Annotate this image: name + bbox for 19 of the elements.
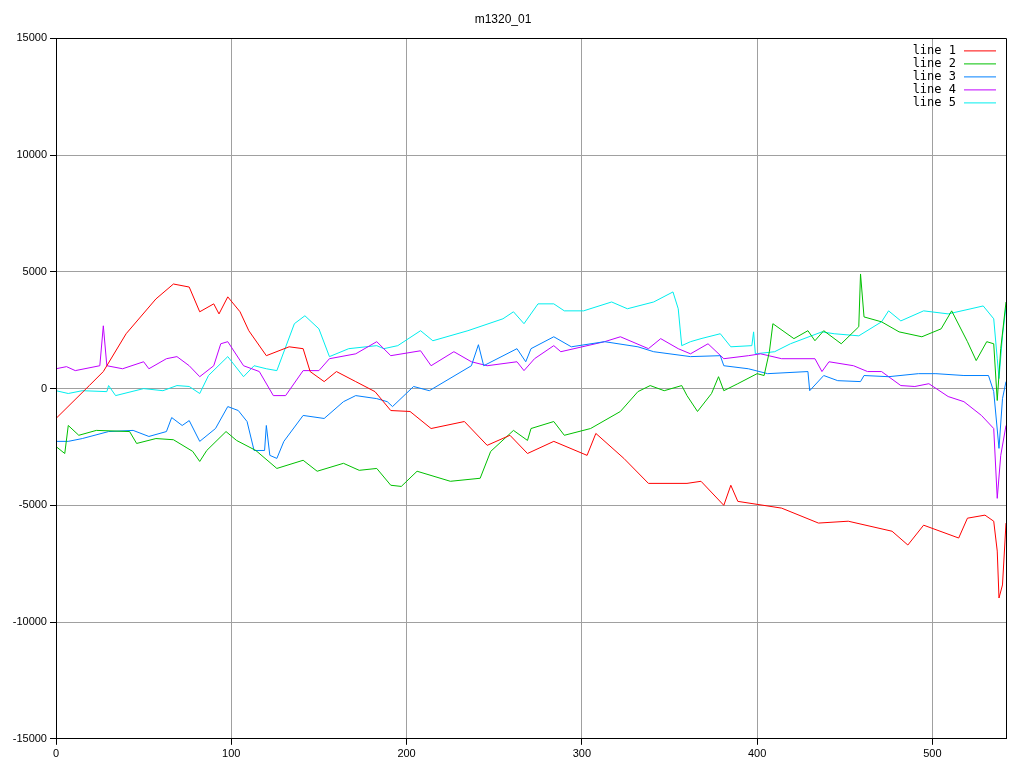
y-tick-label: -5000	[18, 498, 47, 511]
y-tick-label: 15000	[16, 31, 47, 44]
legend-label: line 5	[912, 94, 956, 109]
legend-label: line 3	[912, 68, 956, 83]
legend-label: line 2	[912, 55, 956, 70]
x-tick-label: 400	[747, 747, 767, 760]
chart-title: m1320_01	[474, 11, 532, 26]
y-tick-label: 10000	[16, 148, 47, 161]
x-tick-label: 500	[923, 747, 942, 760]
y-tick-label: 0	[40, 381, 47, 394]
x-tick-label: 100	[222, 747, 241, 760]
y-tick-label: -10000	[12, 615, 47, 628]
legend-label: line 1	[912, 42, 956, 57]
legend-label: line 4	[912, 81, 956, 96]
x-tick-label: 200	[397, 747, 416, 760]
y-tick-label: 5000	[22, 264, 47, 277]
y-tick-label: -15000	[12, 731, 47, 744]
x-tick-label: 300	[572, 747, 592, 760]
x-tick-label: 0	[52, 747, 60, 760]
